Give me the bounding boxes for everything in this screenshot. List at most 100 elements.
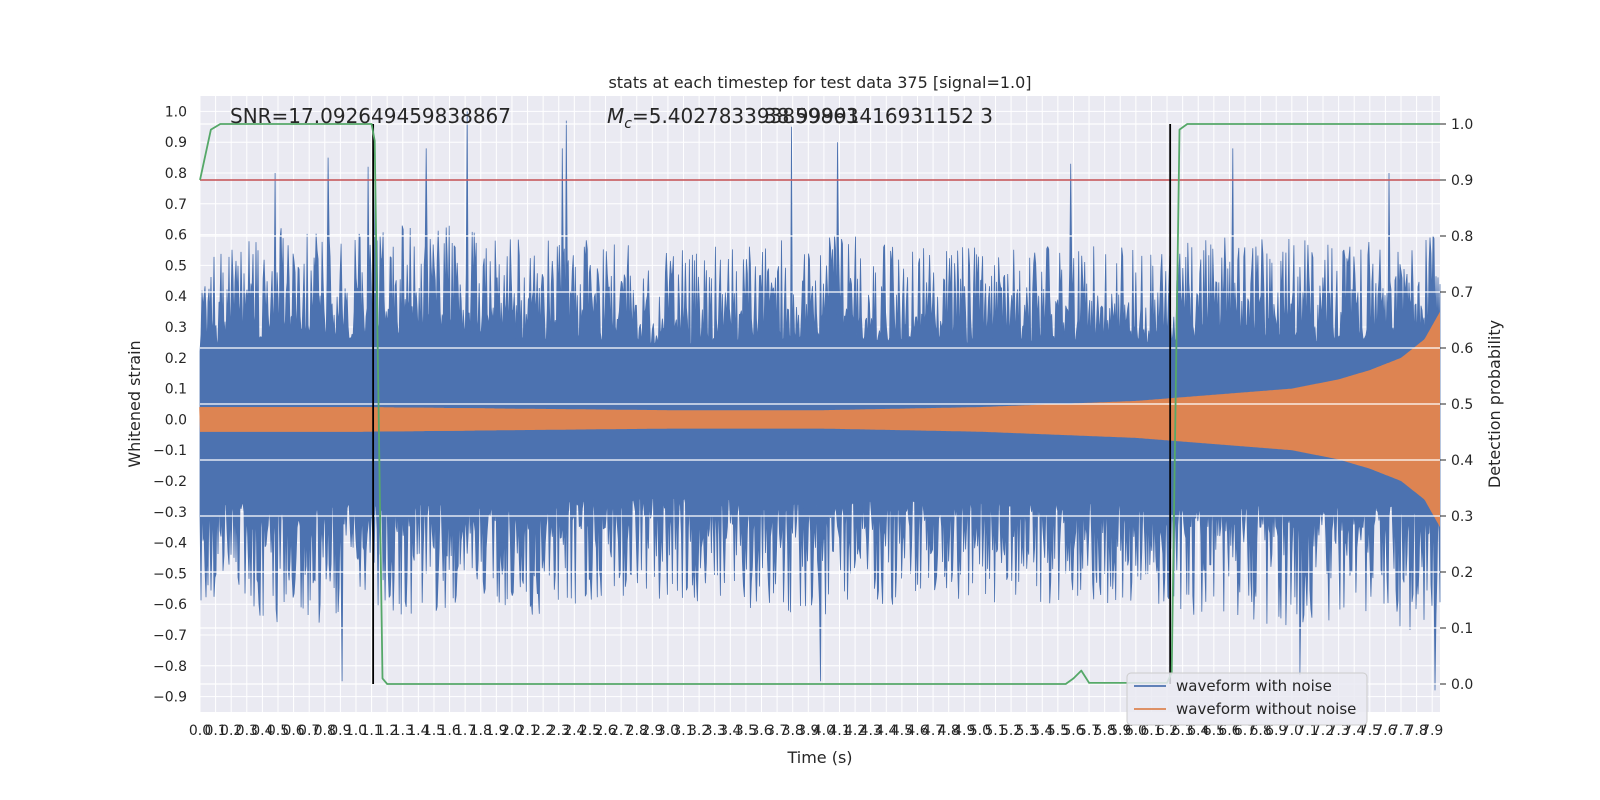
x-tick-label: 4.4 — [875, 723, 897, 739]
x-tick-label: 6.4 — [1187, 723, 1209, 739]
x-tick-label: 0.0 — [189, 723, 211, 739]
legend: waveform with noise waveform without noi… — [1126, 672, 1368, 726]
right-tick-label: 0.5 — [1451, 397, 1473, 413]
x-tick-label: 3.9 — [797, 723, 819, 739]
x-tick-label: 4.9 — [953, 723, 975, 739]
x-tick-label: 2.8 — [626, 723, 648, 739]
x-tick-label: 5.1 — [984, 723, 1006, 739]
x-tick-label: 6.3 — [1172, 723, 1194, 739]
x-tick-label: 4.1 — [828, 723, 850, 739]
right-tick-label: 0.2 — [1451, 565, 1473, 581]
x-tick-label: 0.9 — [329, 723, 351, 739]
right-tick-label: 0.0 — [1451, 677, 1473, 693]
y-tick-label: −0.2 — [153, 474, 187, 490]
x-tick-label: 7.8 — [1405, 723, 1427, 739]
x-tick-label: 2.4 — [563, 723, 585, 739]
x-tick-label: 1.6 — [438, 723, 460, 739]
snr-annotation: SNR=17.092649459838867 — [230, 104, 511, 128]
x-tick-label: 1.0 — [345, 723, 367, 739]
legend-label-clean: waveform without noise — [1176, 700, 1356, 718]
x-tick-label: 6.9 — [1265, 723, 1287, 739]
x-tick-label: 5.9 — [1109, 723, 1131, 739]
x-tick-label: 0.4 — [251, 723, 273, 739]
x-tick-label: 4.0 — [813, 723, 835, 739]
x-tick-label: 6.8 — [1249, 723, 1271, 739]
waveform-without-noise-fill — [200, 311, 1440, 528]
y-tick-label: 0.7 — [165, 197, 187, 213]
x-tick-label: 3.6 — [750, 723, 772, 739]
x-tick-label: 4.6 — [906, 723, 928, 739]
x-tick-label: 0.1 — [204, 723, 226, 739]
x-tick-labels: 0.00.10.20.30.40.50.60.70.80.91.01.11.21… — [189, 723, 1443, 739]
waveform-without-noise-series — [199, 311, 1440, 528]
x-tick-label: 2.0 — [501, 723, 523, 739]
x-tick-label: 4.3 — [860, 723, 882, 739]
x-tick-label: 3.5 — [735, 723, 757, 739]
x-tick-label: 1.5 — [423, 723, 445, 739]
x-tick-label: 3.8 — [782, 723, 804, 739]
y-tick-label: 0.1 — [165, 382, 187, 398]
x-tick-label: 6.5 — [1203, 723, 1225, 739]
x-axis-label: Time (s) — [786, 748, 852, 767]
y-tick-label: 1.0 — [165, 104, 187, 120]
right-tick-labels: 0.0 0.1 0.2 0.3 0.4 0.5 0.6 0.7 0.8 0.9 1.0 — [1440, 117, 1473, 693]
overlap-annotation: 38.99991416931152 3 — [764, 104, 993, 128]
x-tick-label: 2.9 — [641, 723, 663, 739]
chirp-mass-subscript: c — [624, 116, 632, 132]
y-tick-label: −0.4 — [153, 536, 187, 552]
y-tick-label: −0.5 — [153, 566, 187, 582]
x-tick-label: 1.4 — [407, 723, 429, 739]
detection-probability-series — [199, 123, 1440, 685]
right-tick-label: 0.3 — [1451, 509, 1473, 525]
y-tick-label: 0.5 — [165, 258, 187, 274]
x-tick-label: 4.7 — [922, 723, 944, 739]
y-axis-label: Whitened strain — [125, 340, 144, 467]
x-tick-label: 7.7 — [1390, 723, 1412, 739]
x-tick-label: 2.2 — [532, 723, 554, 739]
x-tick-label: 1.3 — [392, 723, 414, 739]
right-tick-label: 0.7 — [1451, 285, 1473, 301]
x-tick-label: 4.2 — [844, 723, 866, 739]
x-tick-label: 3.7 — [766, 723, 788, 739]
x-tick-label: 3.0 — [657, 723, 679, 739]
legend-label-noise: waveform with noise — [1176, 677, 1332, 695]
right-tick-label: 0.9 — [1451, 173, 1473, 189]
x-tick-label: 5.8 — [1094, 723, 1116, 739]
x-tick-label: 1.1 — [360, 723, 382, 739]
x-tick-label: 7.5 — [1359, 723, 1381, 739]
x-tick-label: 3.4 — [719, 723, 741, 739]
x-tick-label: 4.5 — [891, 723, 913, 739]
x-tick-label: 5.6 — [1062, 723, 1084, 739]
x-tick-label: 5.2 — [1000, 723, 1022, 739]
chart-title: stats at each timestep for test data 375… — [608, 73, 1031, 92]
x-tick-label: 1.2 — [376, 723, 398, 739]
y-tick-label: −0.7 — [153, 628, 187, 644]
x-tick-label: 7.1 — [1296, 723, 1318, 739]
y-tick-label: −0.9 — [153, 690, 187, 706]
x-tick-label: 0.8 — [314, 723, 336, 739]
x-tick-label: 4.8 — [938, 723, 960, 739]
x-tick-label: 6.7 — [1234, 723, 1256, 739]
x-tick-label: 6.0 — [1125, 723, 1147, 739]
y-tick-label: −0.8 — [153, 659, 187, 675]
x-tick-label: 7.6 — [1374, 723, 1396, 739]
x-tick-label: 0.6 — [282, 723, 304, 739]
x-tick-label: 7.3 — [1327, 723, 1349, 739]
y-tick-label: 0.4 — [165, 289, 187, 305]
x-tick-label: 2.6 — [594, 723, 616, 739]
detection-probability-line — [199, 123, 1440, 685]
x-tick-label: 3.3 — [704, 723, 726, 739]
right-tick-label: 0.8 — [1451, 229, 1473, 245]
x-tick-label: 5.7 — [1078, 723, 1100, 739]
x-tick-label: 7.0 — [1281, 723, 1303, 739]
waveform-with-noise-series — [199, 111, 1441, 691]
y-tick-label: −0.6 — [153, 597, 187, 613]
y-tick-label: 0.3 — [165, 320, 187, 336]
y-tick-labels: −0.9 −0.8 −0.7 −0.6 −0.5 −0.4 −0.3 −0.2 −0.1 0.0 0… — [153, 104, 187, 705]
x-tick-label: 6.2 — [1156, 723, 1178, 739]
x-tick-label: 7.4 — [1343, 723, 1365, 739]
x-tick-label: 7.9 — [1421, 723, 1443, 739]
chirp-mass-symbol: M — [607, 104, 624, 128]
y-tick-label: 0.6 — [165, 228, 187, 244]
